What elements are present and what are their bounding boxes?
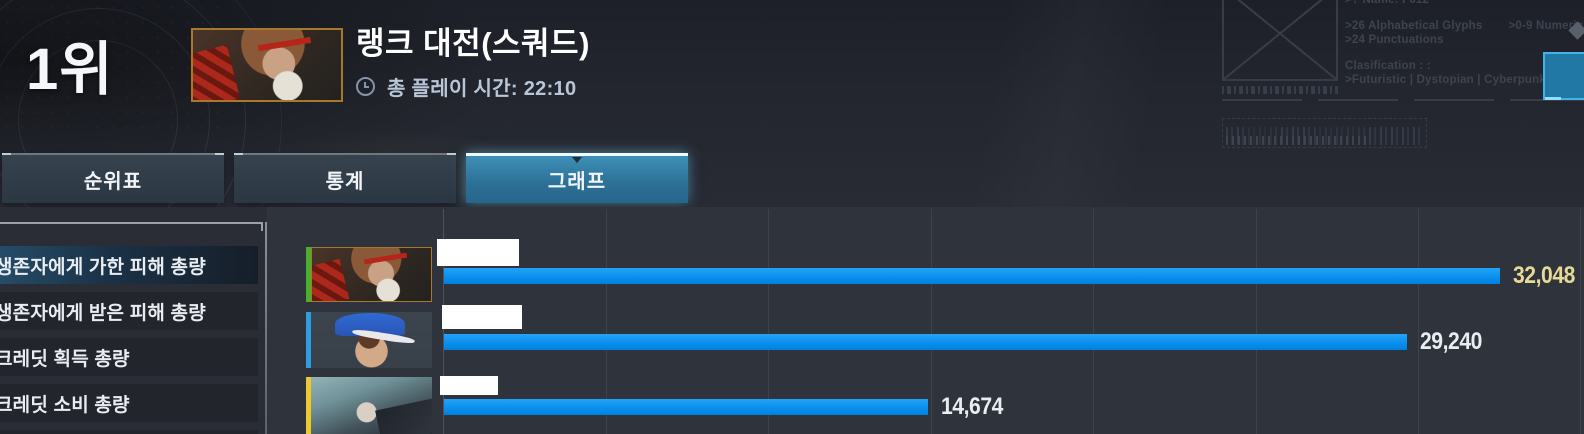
rank-stripe [306,377,311,434]
chart-gridline [1256,209,1257,434]
chart-gridline [931,209,932,434]
player-avatar [311,312,432,368]
rank-badge: 1위 [26,37,114,102]
rank-stripe [306,312,311,368]
specimen-line: >Futuristic | Dystopian | Cyberpunk [1345,74,1546,86]
sidebar-item-damage-received[interactable]: 생존자에게 받은 피해 총량 [0,292,258,330]
bar-row: 32,048 [444,262,1583,289]
tab-graph[interactable]: 그래프 [466,153,688,203]
specimen-text-decor: >? Name: F612 >26 Alphabetical Glyphs >0-… [1345,0,1584,87]
sidebar-right-border [265,222,267,434]
page-title: 랭크 대전(스쿼드) [356,26,590,61]
player-avatar [311,247,432,302]
light-sheen-decor [560,0,1580,207]
sidebar-top-border [0,222,263,231]
sidebar-item-partial[interactable] [0,430,258,434]
waveform-decor [1222,118,1427,148]
side-panel-button[interactable] [1543,52,1584,100]
censored-player-name [437,239,519,266]
chart-gridline [1418,209,1419,434]
sidebar-item-credits-earned[interactable]: 크레딧 획득 총량 [0,338,258,376]
rank-stripe [306,247,311,302]
specimen-line: >24 Punctuations [1345,34,1444,46]
chart-gridline [606,209,607,434]
dashed-line-decor [1222,99,1584,101]
active-tab-caret-icon [572,157,582,163]
bar-value-label: 32,048 [1513,262,1575,289]
specimen-line: >? Name: F612 [1345,0,1430,6]
value-bar [444,334,1407,350]
chart-gridline [1093,209,1094,434]
clock-icon [356,77,375,96]
bar-row: 14,674 [444,393,1011,420]
barcode-decor [1222,86,1338,94]
bar-value-label: 14,674 [941,393,1003,420]
bar-row: 29,240 [444,328,1490,355]
player-avatar [311,377,432,434]
playtime-row: 총 플레이 시간: 22:10 [356,72,576,101]
value-bar [444,399,928,415]
bar-value-label: 29,240 [1420,328,1482,355]
chart-gridline [1580,209,1581,434]
censored-player-name [440,376,498,395]
specimen-line: Clasification : : [1345,60,1431,72]
tab-stats[interactable]: 통계 [234,153,456,203]
specimen-line: >26 Alphabetical Glyphs >0-9 Numerics [1345,20,1584,32]
value-bar [444,268,1500,284]
chart-gridline [768,209,769,434]
sidebar-item-credits-spent[interactable]: 크레딧 소비 총량 [0,384,258,422]
sidebar-item-damage-dealt[interactable]: 생존자에게 가한 피해 총량 [0,246,258,284]
tab-leaderboard[interactable]: 순위표 [2,153,224,203]
censored-player-name [442,305,522,329]
header-avatar [191,28,343,102]
placeholder-image-decor [1222,0,1338,81]
playtime-label: 총 플레이 시간: 22:10 [387,78,577,100]
